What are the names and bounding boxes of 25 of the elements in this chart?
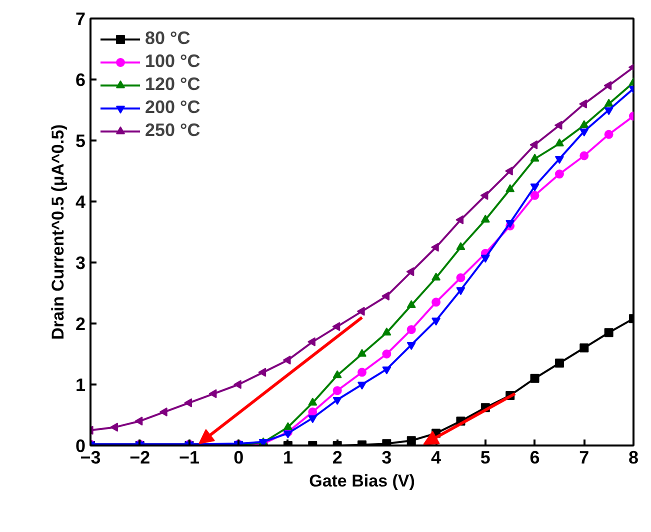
x-tick-label: −2 xyxy=(130,448,150,468)
y-tick-label: 6 xyxy=(75,70,86,90)
x-tick-label: 4 xyxy=(431,448,442,468)
x-tick-label: 3 xyxy=(382,448,392,468)
y-tick-label: 1 xyxy=(75,375,86,395)
x-tick-label: 5 xyxy=(480,448,490,468)
y-tick-label: 2 xyxy=(75,314,86,334)
x-tick-label: −1 xyxy=(178,448,200,468)
y-tick-label: 7 xyxy=(75,9,86,29)
x-tick-label: 8 xyxy=(628,448,639,468)
y-tick-label: 3 xyxy=(75,253,86,273)
y-tick-label: 4 xyxy=(75,192,86,212)
y-axis-title: Drain Current^0.5 (μA^0.5) xyxy=(48,124,68,340)
x-axis-title: Gate Bias (V) xyxy=(309,472,415,490)
legend-label: 200 °C xyxy=(145,97,200,118)
legend-label: 120 °C xyxy=(145,74,200,95)
x-tick-label: 2 xyxy=(332,448,342,468)
x-tick-label: 6 xyxy=(530,448,540,468)
legend-label: 100 °C xyxy=(145,51,200,72)
legend-label: 250 °C xyxy=(145,120,200,141)
x-tick-label: 1 xyxy=(282,448,293,468)
legend-label: 80 °C xyxy=(145,28,190,49)
y-tick-label: 5 xyxy=(75,131,86,151)
x-tick-label: 0 xyxy=(234,448,244,468)
x-tick-label: 7 xyxy=(579,448,590,468)
